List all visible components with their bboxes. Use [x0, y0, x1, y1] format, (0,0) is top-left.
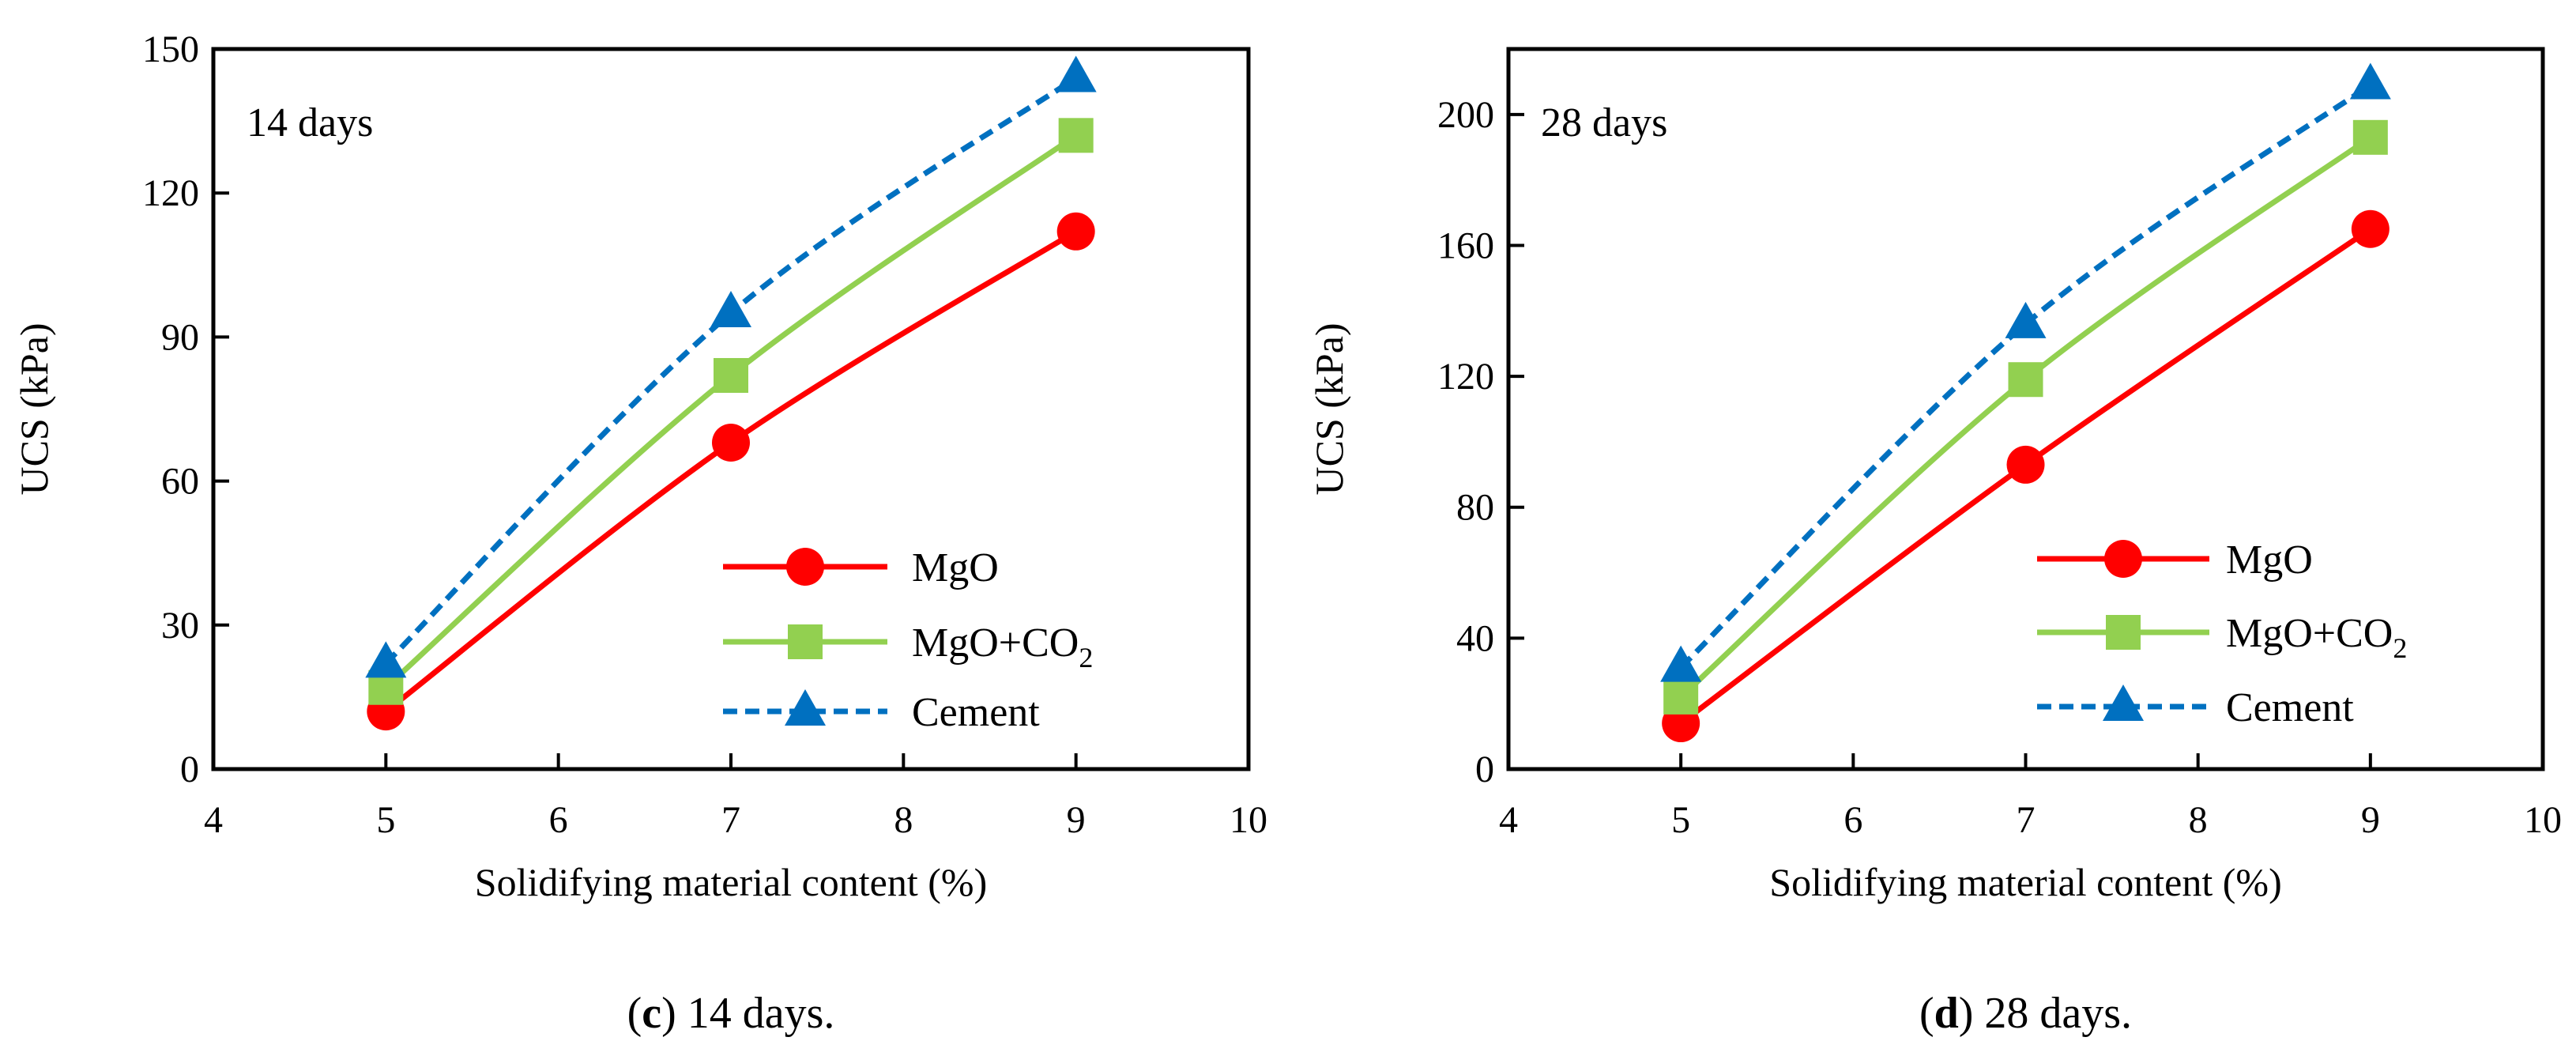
caption-letter: c [642, 989, 661, 1038]
y-tick-label: 0 [1475, 749, 1494, 790]
legend-marker [785, 689, 826, 726]
panel-caption: (d) 28 days. [1919, 989, 2132, 1038]
legend-item: MgO [723, 545, 999, 590]
panel-annotation: 14 days [247, 100, 373, 145]
legend-label: MgO+CO2 [2226, 611, 2407, 664]
legend-label-main: Cement [2226, 685, 2354, 730]
x-tick-label: 9 [2361, 799, 2380, 841]
caption-letter: d [1934, 989, 1959, 1038]
x-tick-label: 7 [2017, 799, 2036, 841]
caption-paren: ) [1959, 989, 1974, 1038]
legend-item: Cement [2037, 685, 2354, 730]
x-axis-title: Solidifying material content (%) [1769, 860, 2281, 904]
chart-d: 0 40 80 120 160 200 4 5 6 7 8 9 10 Solidifying materi… [1307, 47, 2562, 1038]
legend-label-main: MgO+CO [912, 620, 1079, 666]
y-tick-label: 120 [1437, 356, 1494, 398]
x-tick-label: 4 [1499, 799, 1518, 841]
caption-paren: ( [627, 989, 642, 1038]
plot-frame [1506, 47, 2545, 771]
series-cement [365, 55, 1097, 678]
series-cement [1660, 62, 2391, 682]
x-tick-label: 9 [1067, 799, 1086, 841]
y-tick-label: 80 [1456, 487, 1494, 529]
legend-label: MgO [912, 545, 999, 590]
caption-text: 28 days. [1973, 989, 2132, 1038]
legend-marker [2104, 540, 2142, 578]
y-axis-title: UCS (kPa) [12, 322, 56, 495]
legend-marker [786, 548, 824, 586]
x-tick-label: 5 [1671, 799, 1690, 841]
legend-label: MgO+CO2 [912, 620, 1093, 673]
series-mgo-co2 [368, 118, 1094, 705]
y-tick-label: 160 [1437, 224, 1494, 266]
x-tick-label: 8 [2189, 799, 2208, 841]
data-point [2349, 62, 2391, 100]
y-tick-label: 30 [161, 605, 199, 647]
y-tick-label: 150 [142, 28, 199, 70]
data-point [714, 357, 748, 393]
x-tick-label: 8 [894, 799, 913, 841]
caption-paren: ( [1919, 989, 1934, 1038]
y-tick-label: 60 [161, 461, 199, 503]
y-tick-label: 90 [161, 316, 199, 358]
x-tick-label: 5 [376, 799, 395, 841]
legend-item: MgO [2037, 537, 2313, 583]
x-axis-title: Solidifying material content (%) [475, 860, 987, 904]
data-point [2352, 119, 2388, 155]
y-tick-label: 40 [1456, 617, 1494, 659]
data-point [1056, 212, 1095, 251]
legend-label-main: MgO [2226, 537, 2313, 583]
legend-marker [788, 624, 823, 659]
data-point [1055, 55, 1097, 92]
data-point [1058, 118, 1094, 153]
legend-label: Cement [2226, 685, 2354, 730]
legend-marker [2106, 615, 2141, 650]
series-line [1678, 82, 2372, 670]
y-tick-label: 0 [180, 749, 199, 790]
legend-item: Cement [723, 689, 1040, 735]
y-tick-label: 120 [142, 172, 199, 214]
legend-label-main: MgO [912, 545, 999, 590]
caption-paren: ) [661, 989, 676, 1038]
x-tick-label: 7 [721, 799, 740, 841]
caption-text: 14 days. [676, 989, 835, 1038]
data-point [2008, 362, 2043, 398]
data-point [2351, 209, 2390, 248]
data-point [712, 424, 750, 462]
legend-label-sub: 2 [2393, 632, 2407, 664]
panel-annotation: 28 days [1541, 100, 1667, 145]
legend-label: Cement [912, 690, 1040, 735]
panel-caption: (c) 14 days. [627, 989, 835, 1038]
legend-item: MgO+CO2 [723, 620, 1093, 673]
data-point [2006, 445, 2045, 484]
data-point [2005, 301, 2047, 338]
legend-label-main: MgO+CO [2226, 611, 2393, 656]
legend-label-sub: 2 [1079, 642, 1093, 673]
x-tick-label: 6 [1843, 799, 1862, 841]
y-tick-label: 200 [1437, 94, 1494, 136]
data-point [1660, 645, 1702, 682]
plot-frame [211, 47, 1251, 771]
data-point [1663, 679, 1699, 715]
legend-label-main: Cement [912, 690, 1040, 735]
x-tick-label: 6 [549, 799, 568, 841]
data-point [365, 641, 407, 678]
series-mgo-co2 [1663, 119, 2388, 715]
series-line [383, 133, 1078, 690]
chart-c: 0 30 60 90 120 150 4 5 6 7 8 9 10 Solidifying materia… [12, 28, 1267, 1038]
legend-label: MgO [2226, 537, 2313, 583]
legend-item: MgO+CO2 [2037, 611, 2407, 664]
x-tick-label: 10 [1230, 799, 1267, 841]
data-point [710, 291, 751, 328]
series-mgo [1662, 209, 2390, 743]
x-tick-label: 4 [204, 799, 223, 841]
x-tick-label: 10 [2524, 799, 2562, 841]
legend-marker [2103, 685, 2144, 721]
y-axis-title: UCS (kPa) [1307, 322, 1351, 495]
